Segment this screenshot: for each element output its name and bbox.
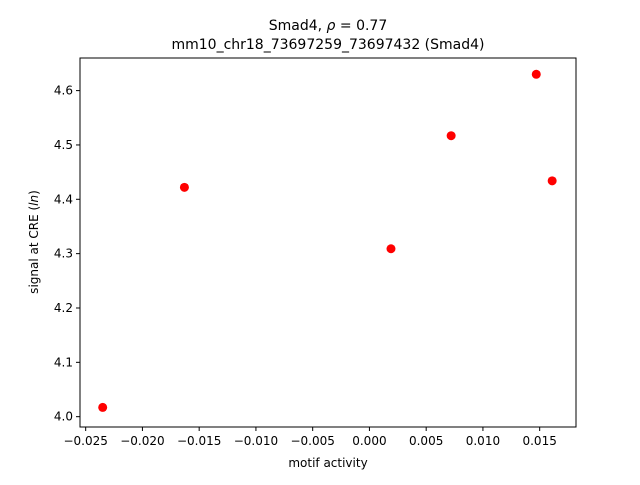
plot-area-frame <box>79 57 577 428</box>
x-tick-label: 0.000 <box>352 434 386 448</box>
y-label-suffix: ) <box>27 190 41 195</box>
x-tick-label: −0.015 <box>177 434 221 448</box>
y-axis-ticks: 4.0 4.1 4.2 4.3 4.4 4.5 4.6 <box>54 84 80 424</box>
y-tick-label: 4.2 <box>54 301 73 315</box>
data-point <box>547 176 557 186</box>
x-tick-label: 0.010 <box>466 434 500 448</box>
x-axis-label: motif activity <box>288 456 367 470</box>
data-point <box>531 69 541 79</box>
data-point <box>98 402 108 412</box>
y-tick-label: 4.1 <box>54 355 73 369</box>
x-tick-label: −0.010 <box>234 434 278 448</box>
x-tick-label: −0.025 <box>63 434 107 448</box>
x-axis-ticks: −0.025 −0.020 −0.015 −0.010 −0.005 0.000 0.005… <box>63 427 557 448</box>
y-tick-label: 4.5 <box>54 138 73 152</box>
y-tick-label: 4.4 <box>54 192 73 206</box>
x-tick-label: 0.015 <box>522 434 556 448</box>
y-tick-label: 4.0 <box>54 410 73 424</box>
chart-title-line1: Smad4, ρ = 0.77 <box>269 18 388 34</box>
data-point <box>386 244 396 254</box>
x-tick-label: 0.005 <box>409 434 443 448</box>
y-tick-label: 4.6 <box>54 84 73 98</box>
x-tick-label: −0.020 <box>120 434 164 448</box>
y-label-italic: ln <box>27 195 41 206</box>
title-prefix: Smad4, <box>269 18 327 34</box>
y-tick-label: 4.3 <box>54 247 73 261</box>
title-rho-value: = 0.77 <box>335 18 387 34</box>
title-rho-symbol: ρ <box>327 18 336 34</box>
y-axis-label: signal at CRE (ln) <box>27 190 41 294</box>
chart-title-line2: mm10_chr18_73697259_73697432 (Smad4) <box>171 37 484 53</box>
data-point <box>179 182 189 192</box>
y-label-prefix: signal at CRE ( <box>27 206 41 294</box>
x-tick-label: −0.005 <box>290 434 334 448</box>
data-points <box>98 69 557 412</box>
data-point <box>446 131 456 141</box>
